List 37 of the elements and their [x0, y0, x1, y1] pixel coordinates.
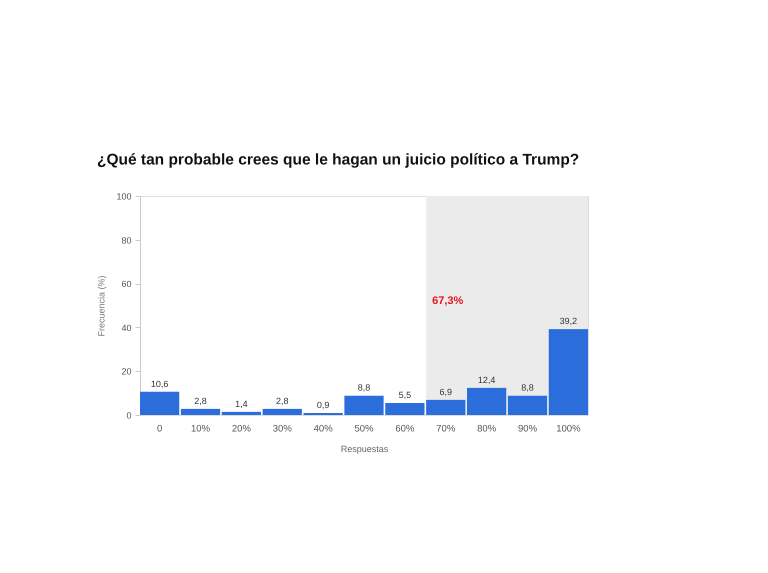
bar — [140, 392, 180, 415]
x-tick-label: 10% — [190, 424, 211, 434]
data-label: 0,9 — [316, 400, 330, 410]
x-tick-label: 40% — [314, 424, 334, 434]
data-label: 8,8 — [358, 382, 370, 393]
band-label: 67,3% — [432, 295, 464, 308]
x-tick-label: 0 — [156, 424, 162, 434]
bar — [344, 396, 384, 415]
data-label: 8,8 — [521, 382, 534, 393]
x-tick-label: 90% — [518, 424, 538, 434]
y-tick-label: 60 — [121, 279, 132, 290]
x-tick-label: 30% — [272, 424, 292, 434]
x-tick-label: 60% — [395, 424, 415, 434]
bar — [548, 329, 588, 415]
data-label: 2,8 — [276, 396, 289, 406]
x-tick-label: 70% — [436, 424, 456, 434]
y-axis-title: Frecuencia (%) — [96, 275, 106, 337]
data-label: 2,8 — [194, 396, 207, 406]
data-label: 6,9 — [439, 386, 452, 397]
x-tick-label: 20% — [232, 424, 252, 434]
y-tick-label: 100 — [116, 192, 132, 202]
data-label: 12,4 — [478, 374, 496, 385]
x-axis-title: Respuestas — [340, 444, 389, 454]
y-tick-label: 20 — [121, 366, 132, 377]
y-tick-label: 40 — [121, 322, 132, 333]
x-tick-label: 50% — [354, 424, 374, 434]
data-label: 1,4 — [235, 398, 248, 409]
bar — [180, 408, 220, 415]
x-tick-label: 100% — [556, 424, 582, 434]
data-label: 10,6 — [150, 378, 168, 389]
y-tick-label: 80 — [121, 235, 132, 246]
x-tick-label: 80% — [477, 424, 497, 434]
chart-title: ¿Qué tan probable crees que le hagan un juicio político a Trump? — [96, 152, 580, 168]
bar — [508, 396, 548, 415]
data-label: 5,5 — [398, 390, 412, 400]
data-label: 39,2 — [560, 316, 578, 326]
y-tick-label: 0 — [126, 410, 132, 420]
